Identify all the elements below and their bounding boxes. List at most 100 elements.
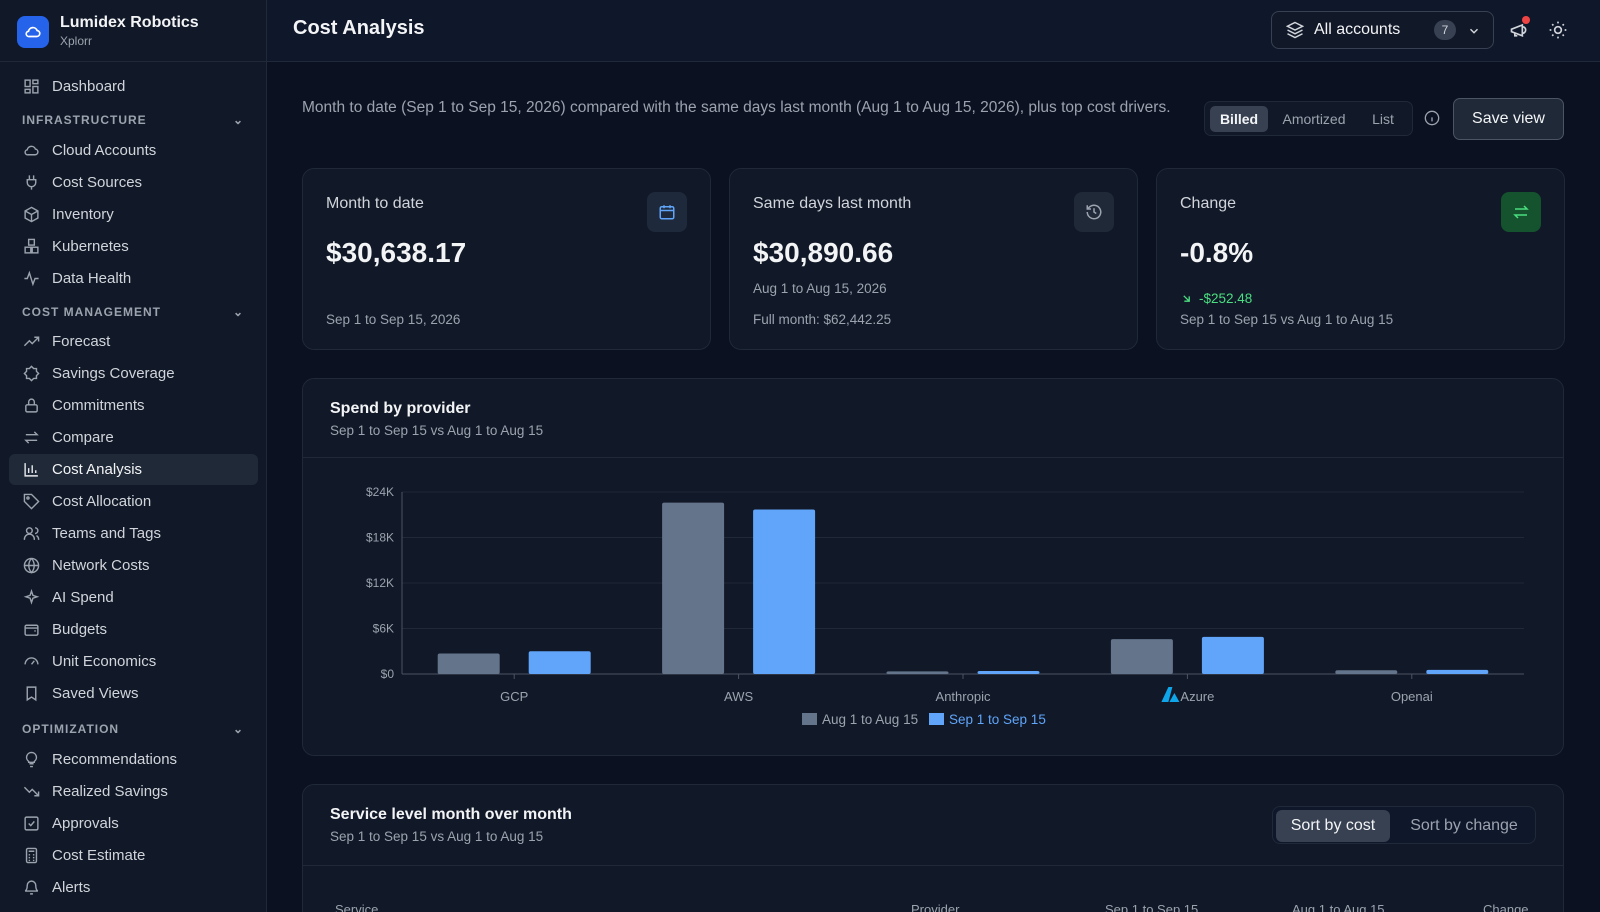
- sidebar-item-label: Cost Allocation: [52, 493, 152, 510]
- badge-check-icon: [23, 365, 40, 382]
- sidebar-item-inventory[interactable]: Inventory: [9, 199, 258, 230]
- account-selector[interactable]: All accounts 7: [1271, 11, 1494, 49]
- section-label: COST MANAGEMENT: [22, 305, 161, 319]
- azure-logo-icon: [1161, 687, 1180, 702]
- sidebar-item-label: Savings Coverage: [52, 365, 175, 382]
- card-same-days-last-month: Same days last month $30,890.66 Aug 1 to…: [729, 168, 1138, 350]
- card-subtitle: Aug 1 to Aug 15, 2026: [753, 281, 887, 296]
- card-subtitle: Sep 1 to Sep 15, 2026: [326, 312, 461, 327]
- app-name: Xplorr: [60, 34, 93, 48]
- card-title: Month to date: [326, 195, 424, 212]
- toggle-list[interactable]: List: [1372, 111, 1394, 127]
- arrow-down-right-icon: [1183, 295, 1190, 302]
- toggle-amortized[interactable]: Amortized: [1282, 111, 1346, 127]
- sidebar-item-budgets[interactable]: Budgets: [9, 614, 258, 645]
- sidebar-item-cost-analysis[interactable]: Cost Analysis: [9, 454, 258, 485]
- sidebar-item-unit-economics[interactable]: Unit Economics: [9, 646, 258, 677]
- sidebar-item-cost-sources[interactable]: Cost Sources: [9, 167, 258, 198]
- calculator-icon: [25, 847, 38, 864]
- sidebar-item-dashboard[interactable]: Dashboard: [9, 71, 258, 102]
- section-label: INFRASTRUCTURE: [22, 113, 147, 127]
- bar-anthropic-sep: [977, 670, 1040, 674]
- sidebar-item-saved-views[interactable]: Saved Views: [9, 678, 258, 709]
- sidebar-item-savings-coverage[interactable]: Savings Coverage: [9, 358, 258, 389]
- check-square-icon: [24, 816, 39, 831]
- card-month-to-date: Month to date $30,638.17 Sep 1 to Sep 15…: [302, 168, 711, 350]
- wallet-icon: [24, 624, 39, 636]
- sidebar-item-recommendations[interactable]: Recommendations: [9, 744, 258, 775]
- account-selector-label: All accounts: [1314, 21, 1401, 38]
- divider: [303, 865, 1563, 866]
- y-tick-label: $24K: [366, 485, 394, 499]
- bar-chart-icon: [24, 463, 38, 477]
- service-level-panel: Service level month over month Sep 1 to …: [302, 784, 1564, 912]
- bar-aws-sep: [753, 509, 816, 674]
- sidebar-item-label: Forecast: [52, 333, 111, 350]
- bar-azure-sep: [1201, 636, 1264, 674]
- sidebar-item-approvals[interactable]: Approvals: [9, 808, 258, 839]
- sidebar-item-label: Saved Views: [52, 685, 139, 702]
- card-value: $30,890.66: [753, 237, 894, 268]
- page-description: Month to date (Sep 1 to Sep 15, 2026) co…: [302, 99, 1171, 116]
- sidebar: Lumidex Robotics Xplorr Dashboard INFRAS…: [0, 0, 267, 912]
- bar-aws-aug: [662, 502, 725, 674]
- divider: [303, 457, 1563, 458]
- notification-dot: [1522, 16, 1530, 24]
- sidebar-item-label: Commitments: [52, 397, 145, 414]
- boxes-icon: [24, 238, 39, 254]
- save-view-button[interactable]: Save view: [1453, 98, 1564, 140]
- top-bar: Cost Analysis All accounts 7: [267, 0, 1600, 62]
- section-infrastructure[interactable]: INFRASTRUCTURE ⌄: [22, 113, 244, 127]
- sidebar-item-commitments[interactable]: Commitments: [9, 390, 258, 421]
- sidebar-item-label: Cost Sources: [52, 174, 143, 191]
- column-header-sep[interactable]: Sep 1 to Sep 15: [1105, 902, 1199, 912]
- x-tick-label: Openai: [1391, 689, 1433, 704]
- column-header-aug[interactable]: Aug 1 to Aug 15: [1292, 902, 1385, 912]
- chevron-down-icon: [1469, 28, 1479, 34]
- toggle-billed[interactable]: Billed: [1210, 106, 1268, 132]
- info-icon[interactable]: [1424, 110, 1440, 131]
- sidebar-item-kubernetes[interactable]: Kubernetes: [9, 231, 258, 262]
- brand[interactable]: Lumidex Robotics Xplorr: [0, 0, 267, 62]
- layers-icon: [1286, 21, 1304, 39]
- sidebar-item-cost-allocation[interactable]: Cost Allocation: [9, 486, 258, 517]
- sidebar-item-cloud-accounts[interactable]: Cloud Accounts: [9, 135, 258, 166]
- sort-by-cost-button[interactable]: Sort by cost: [1276, 810, 1390, 842]
- activity-icon: [24, 270, 39, 287]
- sidebar-item-cost-estimate[interactable]: Cost Estimate: [9, 840, 258, 871]
- bookmark-icon: [26, 686, 37, 702]
- bar-openai-aug: [1335, 670, 1398, 674]
- sidebar-item-teams-and-tags[interactable]: Teams and Tags: [9, 518, 258, 549]
- tag-icon: [23, 493, 40, 510]
- section-optimization[interactable]: OPTIMIZATION ⌄: [22, 722, 244, 736]
- arrows-left-right-icon: [24, 431, 39, 444]
- card-full-month: Full month: $62,442.25: [753, 312, 892, 327]
- sidebar-item-ai-spend[interactable]: AI Spend: [9, 582, 258, 613]
- megaphone-icon[interactable]: [1509, 16, 1531, 42]
- sidebar-item-alerts[interactable]: Alerts: [9, 872, 258, 903]
- sidebar-item-realized-savings[interactable]: Realized Savings: [9, 776, 258, 807]
- sparkles-icon: [23, 589, 40, 605]
- sidebar-item-label: Kubernetes: [52, 238, 129, 255]
- chevron-down-icon: ⌄: [232, 113, 244, 127]
- sort-by-change-button[interactable]: Sort by change: [1410, 817, 1518, 834]
- lock-icon: [25, 398, 38, 413]
- column-header-change[interactable]: Change: [1483, 902, 1529, 912]
- page-title: Cost Analysis: [293, 17, 425, 39]
- panel-subtitle: Sep 1 to Sep 15 vs Aug 1 to Aug 15: [330, 423, 544, 438]
- users-icon: [23, 527, 40, 540]
- sidebar-item-compare[interactable]: Compare: [9, 422, 258, 453]
- bar-anthropic-aug: [886, 671, 949, 674]
- bar-gcp-sep: [528, 651, 591, 674]
- sidebar-item-label: Data Health: [52, 270, 132, 287]
- column-header-provider[interactable]: Provider: [911, 902, 960, 912]
- spend-chart: GCP AWS Anthropic Azure Openai $0 $6K $12K $18K…: [366, 485, 1524, 727]
- column-header-service[interactable]: Service: [335, 902, 379, 912]
- dashboard-icon: [24, 79, 39, 94]
- sidebar-item-forecast[interactable]: Forecast: [9, 326, 258, 357]
- y-tick-label: $12K: [366, 576, 394, 590]
- section-cost-management[interactable]: COST MANAGEMENT ⌄: [22, 305, 244, 319]
- sidebar-item-network-costs[interactable]: Network Costs: [9, 550, 258, 581]
- sidebar-item-data-health[interactable]: Data Health: [9, 263, 258, 294]
- sun-icon[interactable]: [1548, 20, 1570, 42]
